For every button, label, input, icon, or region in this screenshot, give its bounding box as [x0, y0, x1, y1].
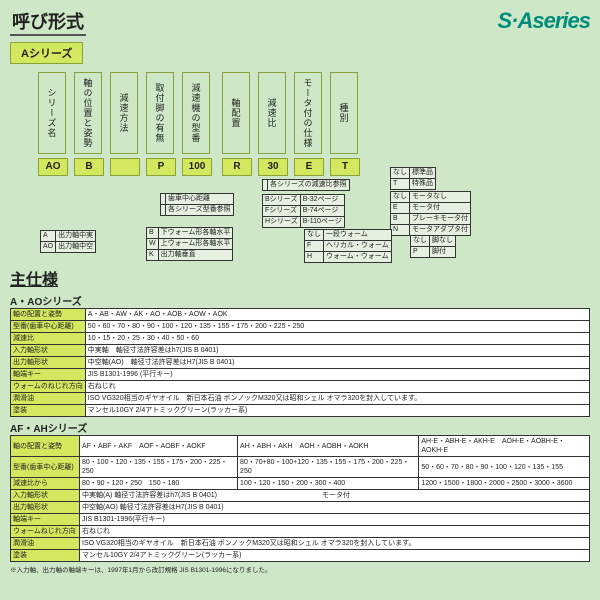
diagram-column: 減速方法: [110, 72, 140, 176]
column-label: 軸配置: [222, 72, 250, 154]
column-code: 30: [258, 158, 288, 176]
column-label: シリーズ名: [38, 72, 66, 154]
specAF-table: 軸の配置と姿勢AF・ABF・AKF AOF・AOBF・AOKFAH・ABH・AK…: [10, 435, 590, 562]
legend-box: A出力軸中実AO出力軸中空: [40, 230, 96, 253]
column-label: 減速機の型番: [182, 72, 210, 154]
column-label: 減速方法: [110, 72, 138, 154]
designation-diagram: シリーズ名 AO 軸の位置と姿勢 B 減速方法取付脚の有無 P 減速機の型番 100 軸配置 R減…: [10, 72, 590, 262]
diagram-column: 種別 T: [330, 72, 360, 176]
spec-heading: 主仕様: [10, 266, 590, 290]
column-code: E: [294, 158, 324, 176]
footnote: ※入力軸、出力軸の軸端キーは、1997年1月から改訂規格 JIS B1301-1…: [10, 564, 590, 574]
diagram-column: 軸の位置と姿勢 B: [74, 72, 104, 176]
diagram-column: 取付脚の有無 P: [146, 72, 176, 176]
column-label: 軸の位置と姿勢: [74, 72, 102, 154]
column-code: [110, 158, 140, 176]
legend-box: 各シリーズの減速比参照: [262, 179, 350, 191]
column-code: B: [74, 158, 104, 176]
column-label: モータ付の仕様: [294, 72, 322, 154]
diagram-column: モータ付の仕様 E: [294, 72, 324, 176]
legend-box: BシリーズB-32ページFシリーズB-74ページHシリーズB-110ページ: [262, 194, 345, 228]
legend-box: なし脚なしP脚付: [410, 235, 456, 258]
column-code: 100: [182, 158, 212, 176]
column-code: P: [146, 158, 176, 176]
column-code: R: [222, 158, 252, 176]
specAF-title: AF・AHシリーズ: [10, 420, 590, 435]
diagram-column: 軸配置 R: [222, 72, 252, 176]
column-code: AO: [38, 158, 68, 176]
diagram-column: 減速比 30: [258, 72, 288, 176]
legend-box: なしモータなしEモータ付Bブレーキモータ付Nモータアダプタ付: [390, 191, 471, 236]
legend-box: なし標準品T特殊品: [390, 167, 436, 190]
page-title: 呼び形式: [10, 8, 86, 36]
column-label: 減速比: [258, 72, 286, 154]
brand-logo: S·Aseries: [497, 8, 590, 34]
column-label: 種別: [330, 72, 358, 154]
legend-box: 歯車中心距離各シリーズ型番参照: [160, 193, 234, 216]
column-code: T: [330, 158, 360, 176]
specA-table: 軸の配置と姿勢A・AB・AW・AK・AO・AOB・AOW・AOK型番(歯車中心距…: [10, 308, 590, 417]
diagram-column: シリーズ名 AO: [38, 72, 68, 176]
diagram-column: 減速機の型番 100: [182, 72, 212, 176]
specA-title: A・AOシリーズ: [10, 293, 590, 308]
legend-box: B下ウォーム形各軸水平W上ウォーム形各軸水平K出力軸垂直: [146, 227, 233, 261]
series-badge: Aシリーズ: [10, 42, 83, 64]
legend-box: なし一段ウォームFヘリカル・ウォームHウォーム・ウォーム: [304, 229, 392, 263]
column-label: 取付脚の有無: [146, 72, 174, 154]
